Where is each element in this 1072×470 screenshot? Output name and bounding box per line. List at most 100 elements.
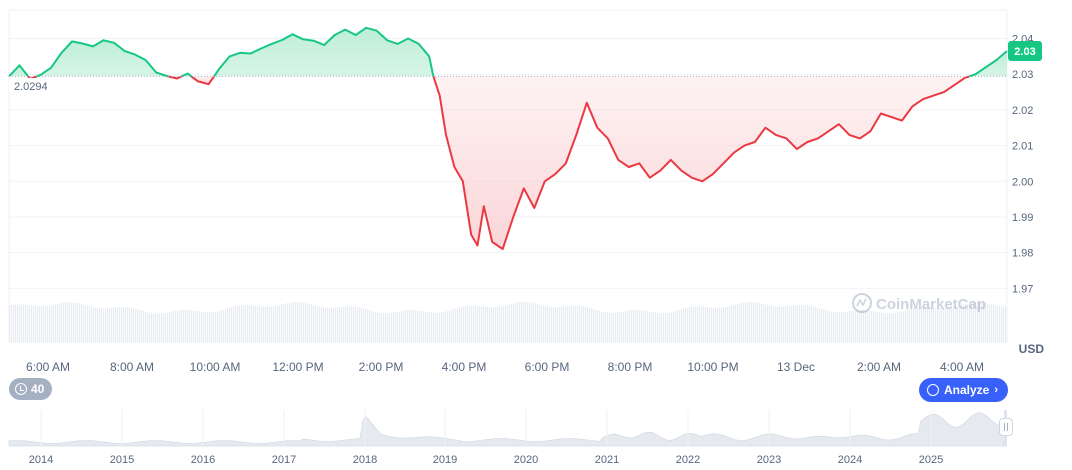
volume-bar xyxy=(31,305,33,342)
x-tick-label: 12:00 PM xyxy=(272,360,323,374)
volume-bar xyxy=(813,306,815,342)
volume-bar xyxy=(485,306,487,342)
volume-bar xyxy=(55,304,57,342)
volume-bar xyxy=(331,307,333,342)
volume-bar xyxy=(13,304,15,342)
volume-bar xyxy=(627,310,629,342)
volume-bar xyxy=(179,310,181,342)
volume-bar xyxy=(979,302,981,342)
volume-bar xyxy=(663,313,665,342)
volume-bar xyxy=(169,312,171,342)
navigator-handle[interactable] xyxy=(999,418,1013,436)
x-tick-label: 8:00 PM xyxy=(608,360,653,374)
volume-bar xyxy=(249,305,251,342)
volume-bar xyxy=(925,306,927,342)
volume-bar xyxy=(97,307,99,342)
volume-bar xyxy=(705,306,707,342)
volume-bar xyxy=(547,306,549,342)
volume-bar xyxy=(541,305,543,342)
volume-bar xyxy=(245,304,247,342)
volume-bar xyxy=(721,307,723,342)
price-area xyxy=(9,27,1007,250)
volume-bar xyxy=(811,306,813,342)
volume-bar xyxy=(939,308,941,342)
volume-bar xyxy=(219,310,221,342)
volume-bar xyxy=(487,307,489,342)
volume-bar xyxy=(581,306,583,342)
x-tick-label: 2:00 PM xyxy=(359,360,404,374)
volume-bar xyxy=(557,307,559,342)
volume-bar xyxy=(645,310,647,342)
volume-bar xyxy=(641,310,643,342)
volume-bar xyxy=(991,304,993,342)
volume-bar xyxy=(719,307,721,342)
volume-bars xyxy=(9,302,1007,342)
volume-bar xyxy=(87,305,89,342)
volume-bar xyxy=(209,312,211,342)
line-below-baseline xyxy=(190,75,215,86)
volume-bar xyxy=(945,308,947,342)
volume-bar xyxy=(975,302,977,342)
volume-bar xyxy=(165,312,167,342)
volume-bar xyxy=(751,302,753,342)
volume-bar xyxy=(455,308,457,342)
volume-bar xyxy=(319,306,321,342)
volume-bar xyxy=(977,302,979,342)
volume-bar xyxy=(399,311,401,342)
volume-bar xyxy=(395,311,397,342)
volume-bar xyxy=(95,307,97,342)
area-below-baseline xyxy=(433,76,970,250)
volume-bar xyxy=(419,310,421,342)
volume-bar xyxy=(715,307,717,342)
history-icon xyxy=(15,383,27,395)
volume-bar xyxy=(521,302,523,342)
area-above-baseline xyxy=(214,27,434,77)
y-tick-label: 2.00 xyxy=(1012,176,1033,188)
volume-bar xyxy=(569,305,571,342)
volume-bar xyxy=(185,309,187,342)
volume-bar xyxy=(579,305,581,342)
volume-bar xyxy=(943,308,945,342)
volume-bar xyxy=(367,309,369,342)
volume-bar xyxy=(593,309,595,342)
volume-bar xyxy=(357,307,359,342)
volume-bar xyxy=(175,310,177,342)
volume-bar xyxy=(517,302,519,342)
volume-bar xyxy=(537,304,539,342)
volume-bar xyxy=(907,309,909,342)
volume-bar xyxy=(177,310,179,342)
volume-bar xyxy=(467,305,469,342)
volume-bar xyxy=(769,305,771,342)
analyze-button[interactable]: Analyze › xyxy=(919,378,1009,402)
volume-bar xyxy=(971,302,973,342)
volume-bar xyxy=(845,311,847,342)
volume-bar xyxy=(431,312,433,342)
volume-bar xyxy=(941,308,943,342)
volume-bar xyxy=(103,308,105,342)
volume-bar xyxy=(67,302,69,342)
volume-bar xyxy=(51,305,53,342)
volume-bar xyxy=(639,310,641,342)
volume-bar xyxy=(415,310,417,342)
volume-bar xyxy=(19,304,21,342)
volume-bar xyxy=(53,304,55,342)
volume-bar xyxy=(571,305,573,342)
x-tick-label: 10:00 PM xyxy=(687,360,738,374)
volume-bar xyxy=(795,305,797,342)
volume-bar xyxy=(237,305,239,342)
volume-bar xyxy=(193,310,195,342)
navigator-x-label: 2019 xyxy=(433,454,457,466)
volume-bar xyxy=(893,313,895,342)
volume-bar xyxy=(997,305,999,342)
navigator-x-labels: 2014 2015 2016 2017 2018 2019 2020 2021 2022 2023… xyxy=(29,410,943,466)
navigator[interactable]: 2014 2015 2016 2017 2018 2019 2020 2021 2022 2023… xyxy=(8,410,1007,466)
volume-bar xyxy=(823,309,825,342)
volume-bar xyxy=(473,305,475,342)
volume-bar xyxy=(481,306,483,342)
volume-bar xyxy=(575,305,577,342)
volume-bar xyxy=(463,306,465,342)
volume-bar xyxy=(913,308,915,342)
history-badge[interactable]: 40 xyxy=(9,378,53,400)
